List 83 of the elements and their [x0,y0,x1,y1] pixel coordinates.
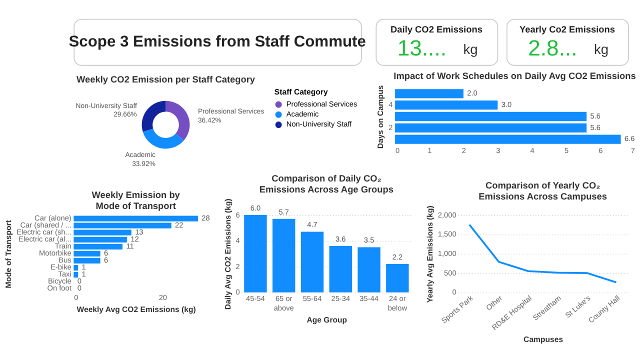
y-tick-label: Car (alone) [34,213,72,222]
text: kg [463,40,478,57]
y-tick-label: Bicycle [48,276,72,286]
data-label: 1 [82,270,86,279]
data-label: 22 [175,220,184,230]
bar [395,89,464,98]
bar [386,264,409,292]
chart-title: Weekly CO2 Emission per Staff Category [76,74,256,84]
data-label: 6 [104,248,108,258]
data-label: 4.7 [307,220,318,230]
y-tick-label: 1,500 [438,230,456,239]
donut-slice [166,100,190,141]
donut-slice [142,128,184,149]
x-tick-label: 65 or above [274,294,294,312]
bar [358,247,380,292]
data-label: 2.2 [392,252,403,262]
chart-title: Comparison of Daily CO₂ Emissions Across Age Groups [259,173,394,194]
x-tick-label: 45-54 [246,294,265,304]
data-label: 11 [126,242,134,251]
x-tick-label: 0 [74,293,78,302]
text: Daily CO2 Emissions [390,24,482,35]
data-label: 6 [104,256,108,265]
bar [300,232,324,292]
x-tick-label: 2 [462,146,466,155]
text: 13.... [397,36,446,61]
y-tick-label: 1,000 [438,249,456,258]
y-tick-label: 2,000 [438,210,456,220]
data-label: 3.6 [336,234,346,244]
text: kg [594,40,609,57]
x-tick-label: 0 [396,146,400,155]
y-tick-label: 500 [444,268,456,278]
data-label: 13 [135,227,144,236]
line-series [468,224,618,284]
data-label: 0 [77,276,82,286]
legend-label: Non-University Staff [286,120,353,129]
data-label: 5.6 [590,111,601,120]
y-tick-label: E-bike [50,262,72,272]
y-tick-label: Train [54,242,72,251]
chart-title: Impact of Work Schedules on Daily Avg CO2 Emissions [394,71,636,82]
bar [395,134,621,144]
bar [395,100,498,110]
data-label: 12 [130,234,139,244]
x-tick-label: 1 [428,146,432,155]
data-label: 6.0 [250,203,261,212]
data-label: 3.0 [501,100,512,109]
x-tick-label: 5 [564,146,569,155]
text: Scope 3 Emissions from Staff Commute [68,34,366,51]
y-tick-label: Motorbike [39,248,72,258]
data-label: 1 [82,262,86,272]
x-tick-label: 25-34 [331,294,350,304]
legend-label: Academic [286,110,320,118]
y-tick-label: Taxi [58,270,72,279]
data-label: 28 [202,213,210,222]
data-label: 5.7 [278,207,289,216]
y-tick-label: 6 [236,210,240,220]
bar [395,112,587,122]
text: 2.8... [528,36,578,61]
bar [395,123,587,132]
data-label: 3.5 [364,236,374,245]
data-label: 2.0 [467,88,478,98]
y-tick-label: Bus [58,256,72,265]
x-tick-label: 55-64 [302,294,322,304]
x-tick-label: 35-44 [360,294,378,304]
x-tick-label: 6 [598,146,603,155]
donut-slice [142,100,166,132]
legend-label: Professional Services [286,99,358,108]
data-label: 0 [77,284,82,293]
data-label: 6.6 [624,134,635,144]
bar [244,215,267,292]
x-tick-label: 20 [158,293,168,302]
x-tick-label: 3 [496,146,500,155]
x-tick-label: 7 [630,146,635,155]
data-label: 5.6 [590,122,601,132]
y-tick-label: 4 [236,236,240,246]
text: Yearly Co2 Emissions [520,24,615,35]
x-tick-label: 4 [530,146,534,155]
bar [272,218,296,292]
y-tick-label: On foot [47,284,72,293]
chart-title: Comparison of Yearly CO₂ Emissions Across Campuses [478,180,608,202]
bar [329,246,352,292]
x-tick-label: 24 or below [388,294,408,312]
chart-title: Weekly Emission by Mode of Transport [92,190,181,211]
y-tick-label: 2 [236,262,240,271]
